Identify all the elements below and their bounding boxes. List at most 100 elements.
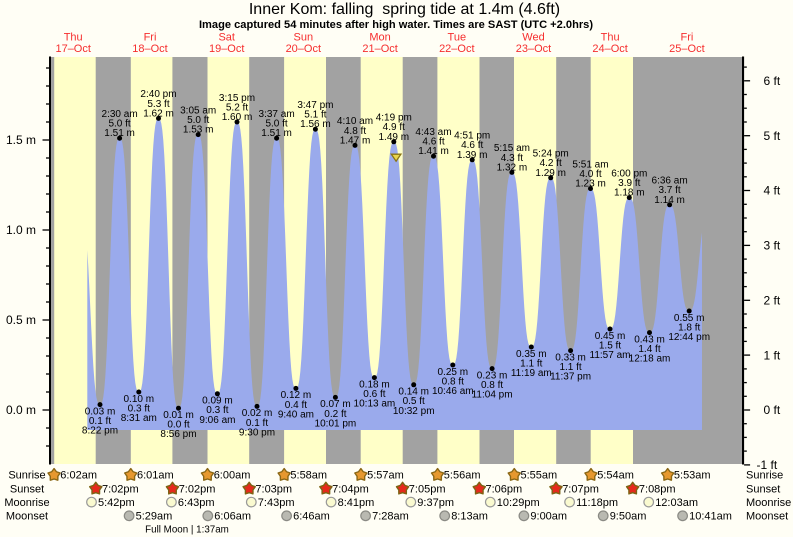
svg-text:6:43pm: 6:43pm xyxy=(178,497,215,509)
svg-text:3.7 ft: 3.7 ft xyxy=(658,185,680,196)
svg-text:10:32 pm: 10:32 pm xyxy=(393,406,435,417)
svg-text:1.29 m: 1.29 m xyxy=(535,168,566,179)
svg-text:9:06 am: 9:06 am xyxy=(199,415,235,426)
svg-text:0.25 m: 0.25 m xyxy=(438,367,469,378)
svg-text:1.49 m: 1.49 m xyxy=(379,132,410,143)
svg-text:1.51 m: 1.51 m xyxy=(104,128,135,139)
svg-text:5:54am: 5:54am xyxy=(597,470,634,482)
svg-text:8:31 am: 8:31 am xyxy=(121,413,157,424)
svg-text:Moonset: Moonset xyxy=(6,511,48,523)
svg-text:5:24 pm: 5:24 pm xyxy=(533,149,569,160)
svg-text:1.8 ft: 1.8 ft xyxy=(678,322,700,333)
svg-text:7:02pm: 7:02pm xyxy=(102,483,139,495)
svg-text:1 ft: 1 ft xyxy=(764,348,781,362)
svg-text:0.18 m: 0.18 m xyxy=(359,379,390,390)
svg-text:3.9 ft: 3.9 ft xyxy=(618,178,640,189)
svg-text:4.6 ft: 4.6 ft xyxy=(461,140,483,151)
svg-text:9:40 am: 9:40 am xyxy=(278,409,314,420)
svg-text:12:18 am: 12:18 am xyxy=(629,354,671,365)
svg-text:0.1 ft: 0.1 ft xyxy=(89,416,111,427)
svg-text:-1 ft: -1 ft xyxy=(757,458,778,472)
svg-text:0 ft: 0 ft xyxy=(764,403,781,417)
svg-text:4:43 am: 4:43 am xyxy=(415,127,451,138)
svg-text:1.51 m: 1.51 m xyxy=(261,128,292,139)
svg-text:0.01 m: 0.01 m xyxy=(163,410,194,421)
svg-text:5:15 am: 5:15 am xyxy=(494,143,530,154)
svg-text:10:41am: 10:41am xyxy=(689,511,732,523)
svg-text:Thu: Thu xyxy=(64,31,83,43)
svg-text:7:07pm: 7:07pm xyxy=(562,483,599,495)
svg-text:5:55am: 5:55am xyxy=(521,470,558,482)
svg-text:5:42pm: 5:42pm xyxy=(98,497,135,509)
svg-text:Fri: Fri xyxy=(144,31,157,43)
svg-text:Moonrise: Moonrise xyxy=(746,497,791,509)
svg-text:4.6 ft: 4.6 ft xyxy=(422,137,444,148)
svg-text:17–Oct: 17–Oct xyxy=(55,43,90,55)
svg-text:3:37 am: 3:37 am xyxy=(259,109,295,120)
svg-text:1.14 m: 1.14 m xyxy=(654,195,685,206)
svg-text:Tue: Tue xyxy=(448,31,467,43)
svg-text:4:10 am: 4:10 am xyxy=(337,116,373,127)
svg-text:3:15 pm: 3:15 pm xyxy=(219,93,255,104)
svg-text:0.03 m: 0.03 m xyxy=(85,406,116,417)
svg-text:7:08pm: 7:08pm xyxy=(639,483,676,495)
svg-text:Wed: Wed xyxy=(522,31,544,43)
svg-text:1.18 m: 1.18 m xyxy=(614,188,645,199)
svg-text:0.12 m: 0.12 m xyxy=(281,390,312,401)
svg-text:0.02 m: 0.02 m xyxy=(242,408,273,419)
svg-text:Sun: Sun xyxy=(294,31,314,43)
svg-text:5:51 am: 5:51 am xyxy=(572,159,608,170)
svg-text:11:04 pm: 11:04 pm xyxy=(472,390,513,401)
svg-text:4.0 ft: 4.0 ft xyxy=(579,169,601,180)
svg-text:6:00 pm: 6:00 pm xyxy=(611,168,647,179)
svg-text:3:47 pm: 3:47 pm xyxy=(297,100,333,111)
svg-text:0.0 ft: 0.0 ft xyxy=(167,420,189,431)
svg-text:Fri: Fri xyxy=(680,31,693,43)
svg-text:19–Oct: 19–Oct xyxy=(209,43,244,55)
svg-text:1.39 m: 1.39 m xyxy=(457,150,488,161)
svg-text:11:19 am: 11:19 am xyxy=(511,368,552,379)
svg-text:0.0 m: 0.0 m xyxy=(6,403,36,417)
svg-text:0.33 m: 0.33 m xyxy=(555,352,586,363)
svg-text:0.8 ft: 0.8 ft xyxy=(442,376,464,387)
svg-text:11:57 am: 11:57 am xyxy=(590,350,631,361)
svg-text:3:05 am: 3:05 am xyxy=(180,105,216,116)
svg-text:Full Moon | 1:37am: Full Moon | 1:37am xyxy=(145,525,229,536)
svg-text:1.53 m: 1.53 m xyxy=(183,125,214,136)
svg-text:5 ft: 5 ft xyxy=(764,129,781,143)
svg-text:5.0 ft: 5.0 ft xyxy=(187,115,209,126)
svg-text:1.47 m: 1.47 m xyxy=(340,135,371,146)
svg-text:Sunset: Sunset xyxy=(10,483,44,495)
svg-text:4:51 pm: 4:51 pm xyxy=(454,131,490,142)
svg-text:11:18pm: 11:18pm xyxy=(576,497,618,509)
svg-text:5:58am: 5:58am xyxy=(290,470,327,482)
svg-text:10:01 pm: 10:01 pm xyxy=(315,418,357,429)
svg-text:7:06pm: 7:06pm xyxy=(486,483,523,495)
svg-text:23–Oct: 23–Oct xyxy=(516,43,551,55)
svg-text:Moonset: Moonset xyxy=(746,511,788,523)
svg-text:11:37 pm: 11:37 pm xyxy=(550,372,591,383)
svg-text:Image captured 54 minutes afte: Image captured 54 minutes after high wat… xyxy=(199,19,593,31)
svg-text:1.32 m: 1.32 m xyxy=(497,162,528,173)
svg-text:0.09 m: 0.09 m xyxy=(202,396,233,407)
svg-text:8:56 pm: 8:56 pm xyxy=(160,429,196,440)
svg-text:1.5 m: 1.5 m xyxy=(6,133,36,147)
svg-text:21–Oct: 21–Oct xyxy=(362,43,397,55)
svg-text:0.8 ft: 0.8 ft xyxy=(481,380,503,391)
svg-text:10:13 am: 10:13 am xyxy=(354,399,396,410)
svg-text:20–Oct: 20–Oct xyxy=(286,43,321,55)
svg-text:7:03pm: 7:03pm xyxy=(255,483,292,495)
svg-text:24–Oct: 24–Oct xyxy=(592,43,627,55)
svg-text:5.1 ft: 5.1 ft xyxy=(304,110,326,121)
svg-text:8:22 pm: 8:22 pm xyxy=(82,426,118,437)
svg-text:6:06am: 6:06am xyxy=(214,511,251,523)
svg-text:0.23 m: 0.23 m xyxy=(477,370,508,381)
svg-text:0.3 ft: 0.3 ft xyxy=(206,405,228,416)
svg-text:12:03am: 12:03am xyxy=(655,497,698,509)
svg-text:2:30 am: 2:30 am xyxy=(102,109,138,120)
svg-text:4.9 ft: 4.9 ft xyxy=(383,122,405,133)
svg-text:Sunrise: Sunrise xyxy=(746,470,783,482)
svg-text:5.0 ft: 5.0 ft xyxy=(265,119,287,130)
svg-text:10:29pm: 10:29pm xyxy=(497,497,540,509)
svg-text:4:19 pm: 4:19 pm xyxy=(376,113,412,124)
